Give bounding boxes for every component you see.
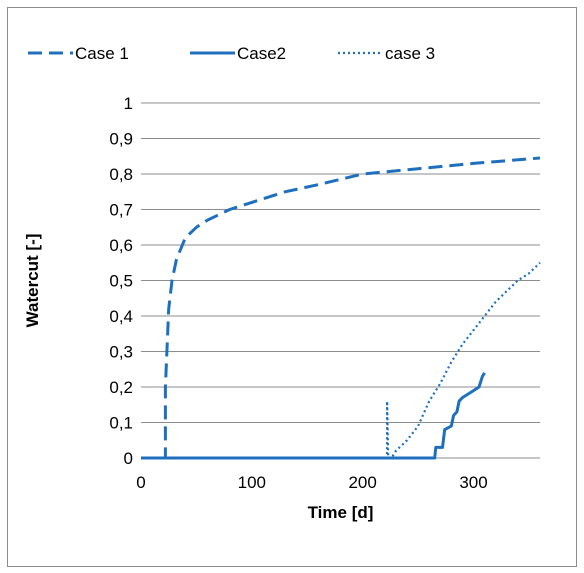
series-line-case-1: [141, 156, 541, 460]
y-tick-label: 0,2: [109, 378, 133, 397]
legend-label-case-3: case 3: [385, 44, 435, 63]
x-tick-label: 0: [136, 473, 145, 492]
y-tick-label: 0,3: [109, 343, 133, 362]
y-tick-label: 0,1: [109, 414, 133, 433]
y-tick-label: 0,5: [109, 272, 133, 291]
x-axis-title: Time [d]: [308, 503, 374, 522]
y-tick-label: 0,7: [109, 201, 133, 220]
gridlines: [141, 102, 540, 423]
y-tick-label: 0: [124, 449, 133, 468]
y-tick-label: 0,6: [109, 236, 133, 255]
series-line-case-3: [141, 261, 541, 460]
y-tick-label: 0,9: [109, 130, 133, 149]
y-tick-label: 0,4: [109, 307, 133, 326]
series-line-case2: [141, 372, 486, 460]
legend: Case 1 Case2 case 3: [28, 44, 435, 63]
legend-label-case2: Case2: [237, 44, 286, 63]
y-tick-label: 1: [124, 94, 133, 113]
tick-labels: 0 0,1 0,2 0,3 0,4 0,5 0,6 0,7 0,8 0,9 1 0 100 200 300: [109, 94, 487, 492]
x-tick-label: 200: [348, 473, 376, 492]
series-lines: [141, 156, 541, 460]
x-tick-label: 100: [238, 473, 266, 492]
chart-frame: 0 0,1 0,2 0,3 0,4 0,5 0,6 0,7 0,8 0,9 1 0 100 200 300 …: [7, 7, 577, 567]
y-tick-label: 0,8: [109, 165, 133, 184]
legend-label-case-1: Case 1: [75, 44, 129, 63]
line-chart: 00,10,20,30,40,50,60,70,80,910 100 200 300 …: [23, 44, 541, 522]
x-tick-label: 300: [459, 473, 487, 492]
y-axis-title: Watercut [-]: [23, 234, 42, 328]
